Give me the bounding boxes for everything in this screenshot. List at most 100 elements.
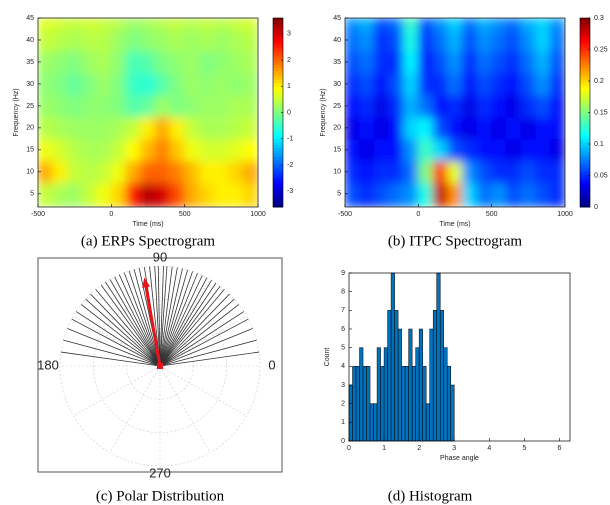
y-tick-label: 25 (26, 103, 34, 110)
colorbar-strip (580, 177, 590, 181)
heatmap-cell (125, 72, 142, 96)
heatmap-cell (125, 138, 142, 162)
phase-line (159, 275, 203, 367)
colorbar-strip (273, 20, 283, 25)
heatmap-cell (242, 116, 258, 140)
heatmap-cell (110, 116, 127, 140)
heatmap-cell (213, 18, 230, 30)
colorbar-strip (580, 91, 590, 96)
colorbar-strip (580, 195, 590, 199)
colorbar-strip (273, 85, 283, 90)
colorbar-strip (580, 103, 590, 108)
colorbar-strip (273, 112, 283, 116)
heatmap-cell (505, 182, 522, 207)
heatmap-cell (461, 116, 478, 140)
colorbar-strip (273, 204, 283, 208)
heatmap-cell (38, 18, 54, 30)
histogram-bar (443, 347, 448, 442)
colorbar-strip (580, 44, 590, 49)
colorbar-strip (580, 41, 590, 46)
heatmap-cell (476, 160, 493, 184)
histogram-bar (422, 366, 427, 442)
heatmap-cell (373, 182, 390, 207)
phase-line (159, 266, 168, 367)
heatmap-cell (213, 138, 230, 162)
heatmap-cell (125, 160, 142, 184)
heatmap-cell (242, 18, 258, 30)
heatmap-cell (403, 50, 419, 74)
histogram-bar (439, 310, 444, 442)
heatmap-cell (213, 116, 230, 140)
heatmap-cell (52, 182, 68, 207)
heatmap-cell (66, 50, 83, 74)
colorbar-tick-label: -1 (287, 136, 293, 143)
phase-line (159, 282, 217, 367)
histogram-bar (348, 384, 353, 442)
colorbar-strip (273, 121, 283, 125)
colorbar-tick-label: 0.3 (594, 15, 604, 22)
histogram-bar (432, 310, 437, 442)
phase-line (157, 266, 161, 367)
heatmap-cell (417, 182, 434, 207)
colorbar-strip (273, 171, 283, 176)
heatmap-cell (110, 160, 127, 184)
heatmap-cell (417, 72, 434, 96)
heatmap-cell (198, 18, 215, 30)
heatmap-cell (140, 28, 156, 52)
heatmap-cell (154, 94, 171, 118)
heatmap-cell (125, 18, 142, 30)
heatmap-cell (228, 138, 244, 162)
heatmap-cell (535, 138, 551, 162)
heatmap-cell (81, 182, 98, 207)
y-tick-label: 0 (341, 438, 345, 445)
x-tick-label: 500 (179, 211, 191, 218)
heatmap-cell (447, 116, 463, 140)
colorbar-strip (580, 71, 590, 75)
colorbar-strip (580, 165, 590, 170)
colorbar-strip (580, 147, 590, 152)
heatmap-cell (491, 28, 507, 52)
heatmap-cell (359, 138, 375, 162)
heatmap-cell (198, 94, 215, 118)
heatmap-cell (52, 160, 68, 184)
histogram-bar (376, 347, 381, 442)
colorbar-strip (580, 168, 590, 173)
heatmap-cell (125, 116, 142, 140)
heatmap-cell (476, 94, 493, 118)
heatmap-cell (432, 72, 449, 96)
histogram-bar (362, 366, 367, 442)
y-tick-label: 40 (26, 37, 34, 44)
heatmap-cell (447, 182, 463, 207)
heatmap-cell (345, 116, 361, 140)
heatmap-cell (505, 160, 522, 184)
heatmap-cell (184, 28, 200, 52)
heatmap-cell (154, 18, 171, 30)
heatmap-cell (491, 94, 507, 118)
heatmap-cell (213, 50, 230, 74)
histogram-bar (390, 272, 395, 442)
colorbar-strip (273, 35, 283, 40)
colorbar-strip (580, 56, 590, 60)
heatmap-cell (461, 28, 478, 52)
heatmap-cell (388, 138, 405, 162)
heatmap-cell (447, 72, 463, 96)
heatmap-cell (359, 18, 375, 30)
heatmap-cell (52, 28, 68, 52)
heatmap-cell (154, 72, 171, 96)
heatmap-cell (491, 138, 507, 162)
heatmap-cell (38, 160, 54, 184)
colorbar-tick-label: 0.15 (594, 109, 608, 116)
heatmap-cell (432, 138, 449, 162)
heatmap-cell (38, 94, 54, 118)
polar-spoke (73, 315, 161, 367)
heatmap-cell (535, 28, 551, 52)
heatmap-cell (198, 138, 215, 162)
heatmap-cell (505, 50, 522, 74)
colorbar-strip (273, 53, 283, 57)
heatmap-cell (520, 160, 537, 184)
heatmap-cell (505, 18, 522, 30)
colorbar-strip (580, 124, 590, 128)
heatmap-cell (359, 28, 375, 52)
heatmap-cell (461, 182, 478, 207)
colorbar-strip (273, 115, 283, 119)
